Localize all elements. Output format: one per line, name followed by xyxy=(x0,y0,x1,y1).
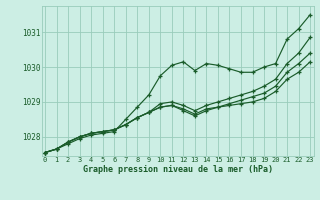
X-axis label: Graphe pression niveau de la mer (hPa): Graphe pression niveau de la mer (hPa) xyxy=(83,165,273,174)
